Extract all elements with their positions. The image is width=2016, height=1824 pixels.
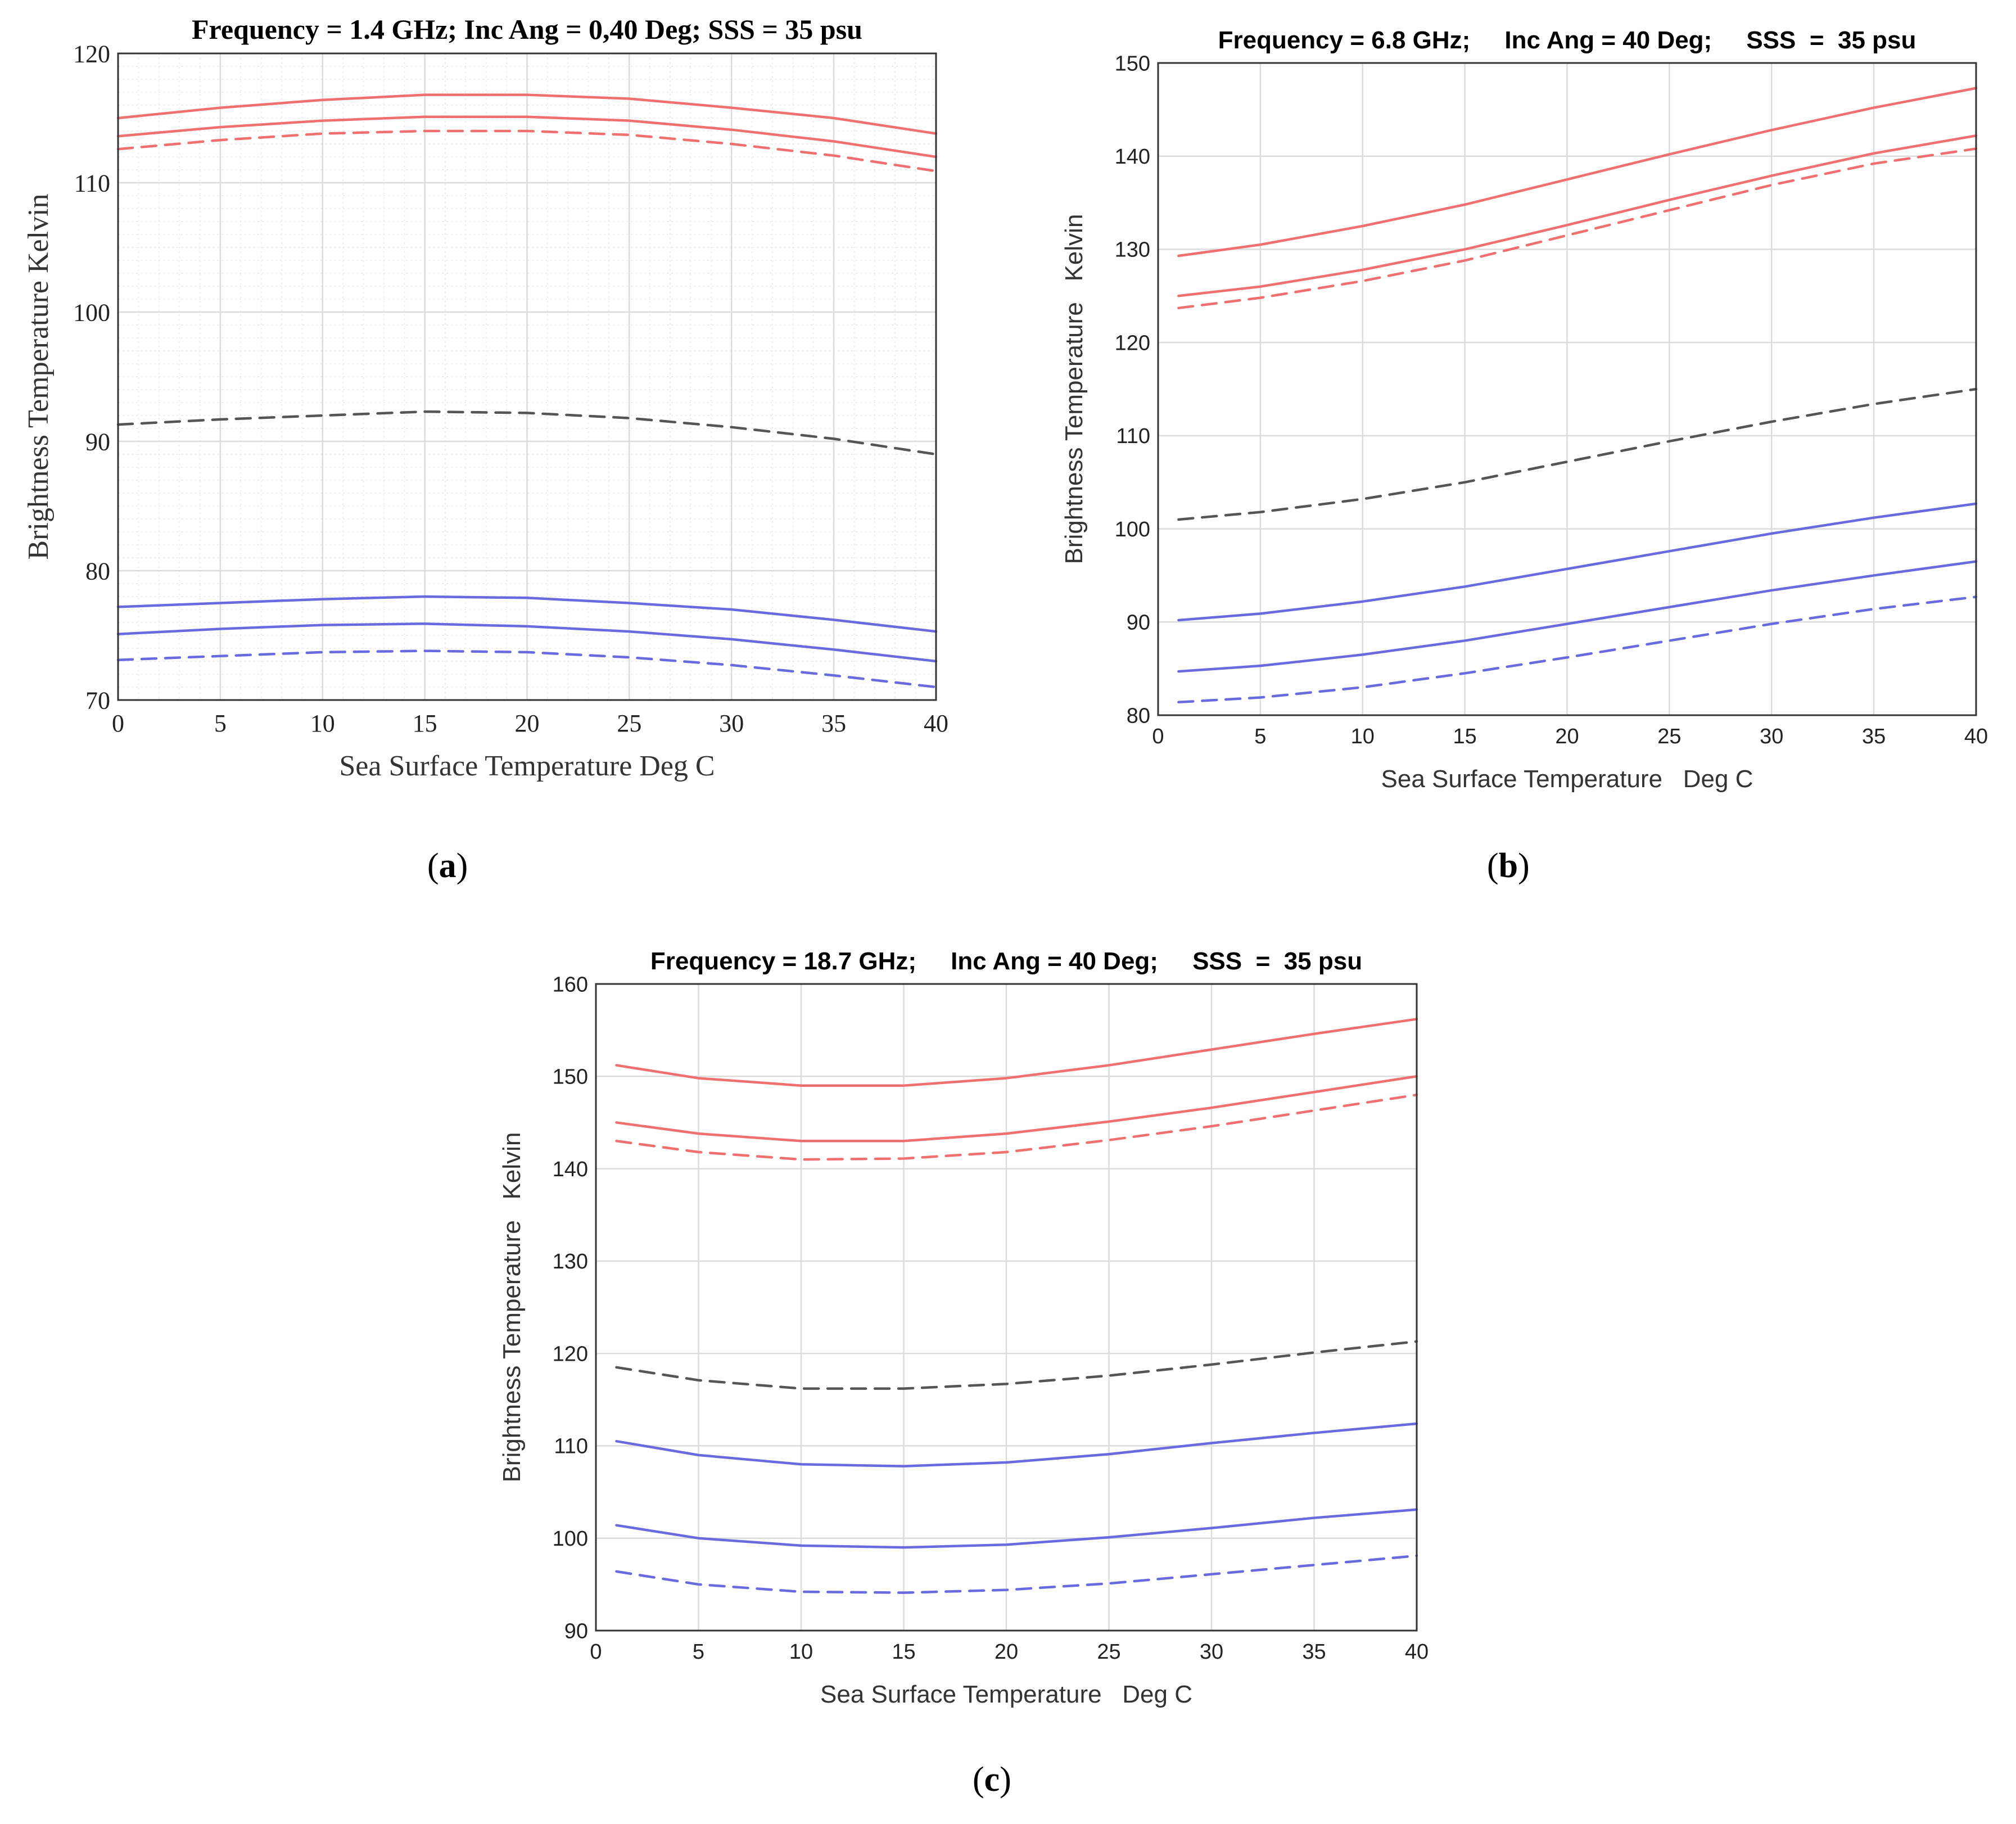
x-tick-label: 25 — [1657, 725, 1681, 748]
series-line-red-solid-upper — [116, 93, 938, 135]
y-tick-label: 120 — [553, 1342, 588, 1366]
y-tick-label: 150 — [1115, 52, 1150, 75]
series-line-black-dashed — [116, 410, 938, 456]
y-tick-label: 120 — [73, 40, 110, 67]
x-tick-label: 10 — [1351, 725, 1375, 748]
y-tick-label: 140 — [553, 1158, 588, 1181]
x-tick-label: 5 — [214, 710, 227, 737]
y-tick-label: 90 — [85, 428, 110, 455]
x-tick-label: 5 — [1254, 725, 1266, 748]
x-tick-label: 10 — [310, 710, 335, 737]
x-tick-label: 15 — [413, 710, 437, 737]
series-line-red-solid-lower — [615, 1075, 1418, 1143]
panel-label-c-open: ( — [973, 1760, 984, 1799]
x-tick-label: 20 — [995, 1640, 1018, 1664]
y-tick-label: 160 — [553, 973, 588, 996]
y-tick-label: 140 — [1115, 145, 1150, 169]
panel-label-a-letter: a — [439, 847, 456, 885]
x-tick-label: 35 — [1302, 1640, 1326, 1664]
y-tick-label: 90 — [1127, 611, 1150, 635]
y-tick-label: 80 — [1127, 704, 1150, 728]
x-axis-label: Sea Surface Temperature Deg C — [1381, 765, 1753, 793]
x-tick-label: 5 — [693, 1640, 704, 1664]
panel-label-c: (c) — [973, 1760, 1011, 1800]
y-tick-label: 100 — [1115, 518, 1150, 541]
x-tick-label: 20 — [515, 710, 540, 737]
y-tick-label: 90 — [564, 1619, 588, 1643]
series-line-red-dashed — [116, 129, 938, 173]
series-line-red-dashed — [615, 1093, 1418, 1161]
y-tick-label: 130 — [553, 1250, 588, 1274]
y-tick-label: 70 — [85, 687, 110, 714]
x-tick-label: 30 — [719, 710, 744, 737]
series-line-red-solid-upper — [1177, 87, 1978, 258]
panel-label-c-close: ) — [1000, 1760, 1011, 1799]
x-tick-label: 15 — [892, 1640, 915, 1664]
x-tick-label: 35 — [1862, 725, 1886, 748]
x-tick-label: 0 — [1152, 725, 1164, 748]
series-line-red-solid-lower — [1177, 134, 1978, 297]
panel-label-a-open: ( — [427, 847, 439, 885]
y-tick-label: 100 — [553, 1527, 588, 1551]
x-tick-label: 30 — [1200, 1640, 1223, 1664]
series-line-blue-solid-lower — [116, 622, 938, 663]
chart-title: Frequency = 1.4 GHz; Inc Ang = 0,40 Deg;… — [192, 13, 862, 45]
x-tick-label: 20 — [1555, 725, 1579, 748]
panel-label-b-open: ( — [1487, 847, 1499, 885]
panel-label-a: (a) — [427, 846, 468, 886]
x-tick-label: 0 — [590, 1640, 602, 1664]
panel-label-b: (b) — [1487, 846, 1530, 886]
chart-title: Frequency = 18.7 GHz; Inc Ang = 40 Deg; … — [650, 947, 1362, 975]
x-tick-label: 40 — [924, 710, 948, 737]
y-tick-label: 130 — [1115, 238, 1150, 262]
series-line-blue-solid-upper — [116, 595, 938, 633]
chart-a: 0 5 10 15 20 25 30 35 40 70 80 90 100 110 120 Frequency… — [22, 13, 948, 782]
y-axis-label: Brightness Temperature Kelvin — [22, 193, 55, 559]
series-line-blue-solid-upper — [1177, 502, 1978, 622]
x-tick-label: 40 — [1405, 1640, 1429, 1664]
panel-label-b-letter: b — [1498, 847, 1518, 885]
panel-label-b-close: ) — [1518, 847, 1530, 885]
x-tick-label: 25 — [617, 710, 641, 737]
x-axis-label: Sea Surface Temperature Deg C — [820, 1681, 1192, 1708]
series-line-blue-solid-lower — [615, 1508, 1418, 1549]
y-tick-label: 120 — [1115, 331, 1150, 355]
x-tick-label: 15 — [1453, 725, 1476, 748]
panel-label-c-letter: c — [984, 1760, 1000, 1799]
y-tick-label: 110 — [554, 1435, 588, 1459]
x-tick-label: 0 — [112, 710, 124, 737]
chart-title: Frequency = 6.8 GHz; Inc Ang = 40 Deg; S… — [1218, 26, 1916, 54]
y-tick-label: 110 — [1116, 425, 1150, 448]
panel-label-a-close: ) — [456, 847, 468, 885]
x-axis-label: Sea Surface Temperature Deg C — [339, 750, 715, 782]
x-tick-label: 30 — [1760, 725, 1783, 748]
y-axis-label: Brightness Temperature Kelvin — [1060, 214, 1088, 565]
x-tick-label: 40 — [1964, 725, 1988, 748]
axes-frame — [595, 983, 1418, 1632]
chart-c: 0 5 10 15 20 25 30 35 40 90 100 110 120 130 140 150 160 F… — [498, 947, 1429, 1708]
y-tick-label: 110 — [74, 169, 110, 197]
series-line-red-solid-lower — [116, 115, 938, 159]
series-line-red-dashed — [1177, 147, 1978, 310]
series-line-blue-dashed — [615, 1554, 1418, 1594]
x-tick-label: 25 — [1097, 1640, 1120, 1664]
series-line-blue-dashed — [1177, 595, 1978, 704]
series-line-black-dashed — [1177, 387, 1978, 521]
series-line-red-solid-upper — [615, 1018, 1418, 1087]
series-line-blue-solid-upper — [615, 1422, 1418, 1468]
chart-b: 0 5 10 15 20 25 30 35 40 80 90 100 110 120 130 140 150 Fr… — [1060, 26, 1988, 793]
axes-frame — [1157, 62, 1977, 716]
y-tick-label: 150 — [553, 1065, 588, 1089]
y-tick-label: 80 — [85, 557, 110, 585]
y-axis-label: Brightness Temperature Kelvin — [498, 1132, 526, 1483]
series-line-blue-dashed — [116, 649, 938, 689]
series-line-black-dashed — [615, 1340, 1418, 1390]
x-tick-label: 10 — [789, 1640, 813, 1664]
series-line-blue-solid-lower — [1177, 560, 1978, 673]
axes-frame — [117, 52, 937, 701]
y-tick-label: 100 — [73, 299, 110, 326]
x-tick-label: 35 — [821, 710, 846, 737]
